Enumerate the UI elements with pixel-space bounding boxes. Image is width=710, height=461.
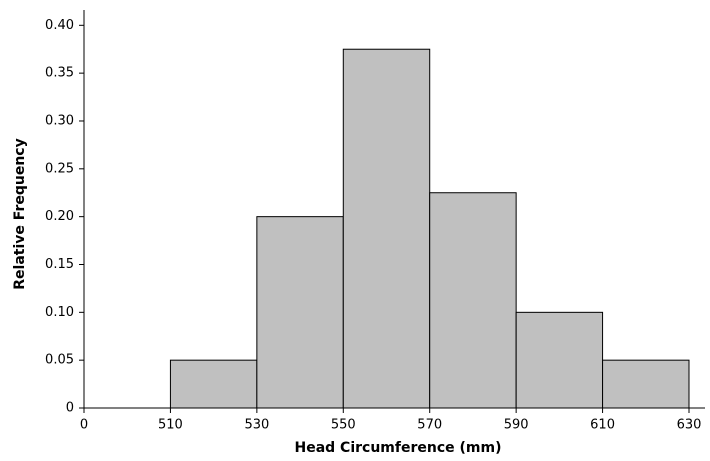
bar (602, 359, 690, 409)
y-tick-label: 0.15 (45, 257, 74, 272)
y-tick-label: 0.25 (45, 161, 74, 176)
y-tick-label: 0 (66, 401, 74, 416)
x-tick-label: 630 (677, 418, 702, 433)
bar (429, 192, 517, 409)
x-tick-label: 570 (417, 418, 442, 433)
y-axis-title: Relative Frequency (12, 138, 28, 289)
y-tick-label: 0.35 (45, 66, 74, 81)
x-tick-label: 610 (590, 418, 615, 433)
x-tick-label: 0 (80, 418, 88, 433)
bar (169, 359, 258, 409)
bar (342, 48, 431, 409)
x-tick-label: 530 (244, 418, 269, 433)
y-tick-label: 0.10 (45, 305, 74, 320)
x-tick-label: 550 (331, 418, 356, 433)
x-tick-label: 590 (504, 418, 529, 433)
bar (256, 216, 344, 409)
x-axis-title: Head Circumference (mm) (295, 440, 502, 456)
y-tick-label: 0.30 (45, 113, 74, 128)
x-tick-label: 510 (158, 418, 183, 433)
y-tick-label: 0.20 (45, 209, 74, 224)
y-tick-label: 0.40 (45, 18, 74, 33)
y-tick-label: 0.05 (45, 353, 74, 368)
bar (515, 311, 604, 409)
